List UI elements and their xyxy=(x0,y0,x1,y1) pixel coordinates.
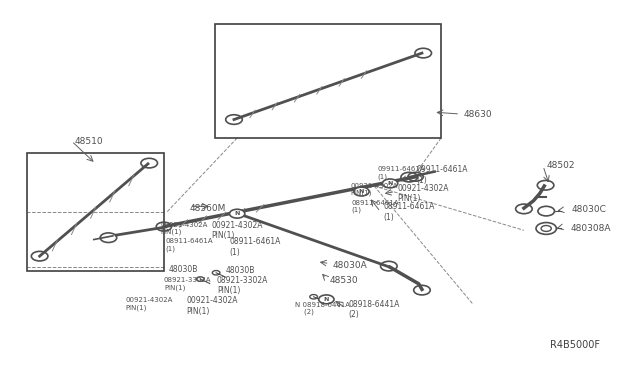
Text: 48630: 48630 xyxy=(463,109,492,119)
Text: 48030B: 48030B xyxy=(226,266,255,275)
Text: 00921-4302A
PIN(1): 00921-4302A PIN(1) xyxy=(351,183,398,196)
Text: N: N xyxy=(359,189,364,194)
Text: 08911-6461A
(1): 08911-6461A (1) xyxy=(166,238,213,252)
Circle shape xyxy=(230,209,245,218)
Text: 480308A: 480308A xyxy=(570,224,611,233)
Text: 48530: 48530 xyxy=(330,276,358,285)
Text: R4B5000F: R4B5000F xyxy=(550,340,600,350)
Text: N 08918-6441A
    (2): N 08918-6441A (2) xyxy=(294,302,349,315)
Text: N: N xyxy=(234,211,240,216)
Text: 09911-6461A
(1): 09911-6461A (1) xyxy=(417,165,468,185)
Text: N: N xyxy=(324,297,329,302)
Circle shape xyxy=(383,179,397,188)
Circle shape xyxy=(319,295,334,304)
Text: 48030A: 48030A xyxy=(333,261,367,270)
Text: 08921-3302A
PIN(1): 08921-3302A PIN(1) xyxy=(164,278,211,291)
Text: 08911-6461A
(1): 08911-6461A (1) xyxy=(384,202,435,222)
Text: 48030B: 48030B xyxy=(168,265,198,274)
Text: 09911-6461A
(1): 09911-6461A (1) xyxy=(378,166,425,180)
Text: 48510: 48510 xyxy=(75,137,103,146)
Text: 00921-4302A
PIN(1): 00921-4302A PIN(1) xyxy=(212,221,263,240)
Text: N: N xyxy=(387,181,393,186)
Text: 00921-4302A
PIN(1): 00921-4302A PIN(1) xyxy=(161,222,208,235)
Text: 08921-3302A
PIN(1): 08921-3302A PIN(1) xyxy=(217,276,268,295)
Text: 08911-6461A
(1): 08911-6461A (1) xyxy=(230,237,281,257)
Text: 48560M: 48560M xyxy=(189,203,226,213)
Text: 08918-6441A
(2): 08918-6441A (2) xyxy=(349,300,400,320)
Text: 48502: 48502 xyxy=(546,161,575,170)
Circle shape xyxy=(354,187,369,196)
Text: 00921-4302A
PIN(1): 00921-4302A PIN(1) xyxy=(186,296,237,316)
Text: 08911-6461A
(1): 08911-6461A (1) xyxy=(352,199,399,213)
Text: 48030C: 48030C xyxy=(572,205,607,215)
Text: 00921-4302A
PIN(1): 00921-4302A PIN(1) xyxy=(125,297,173,311)
Text: 00921-4302A
PIN(1): 00921-4302A PIN(1) xyxy=(397,184,449,203)
